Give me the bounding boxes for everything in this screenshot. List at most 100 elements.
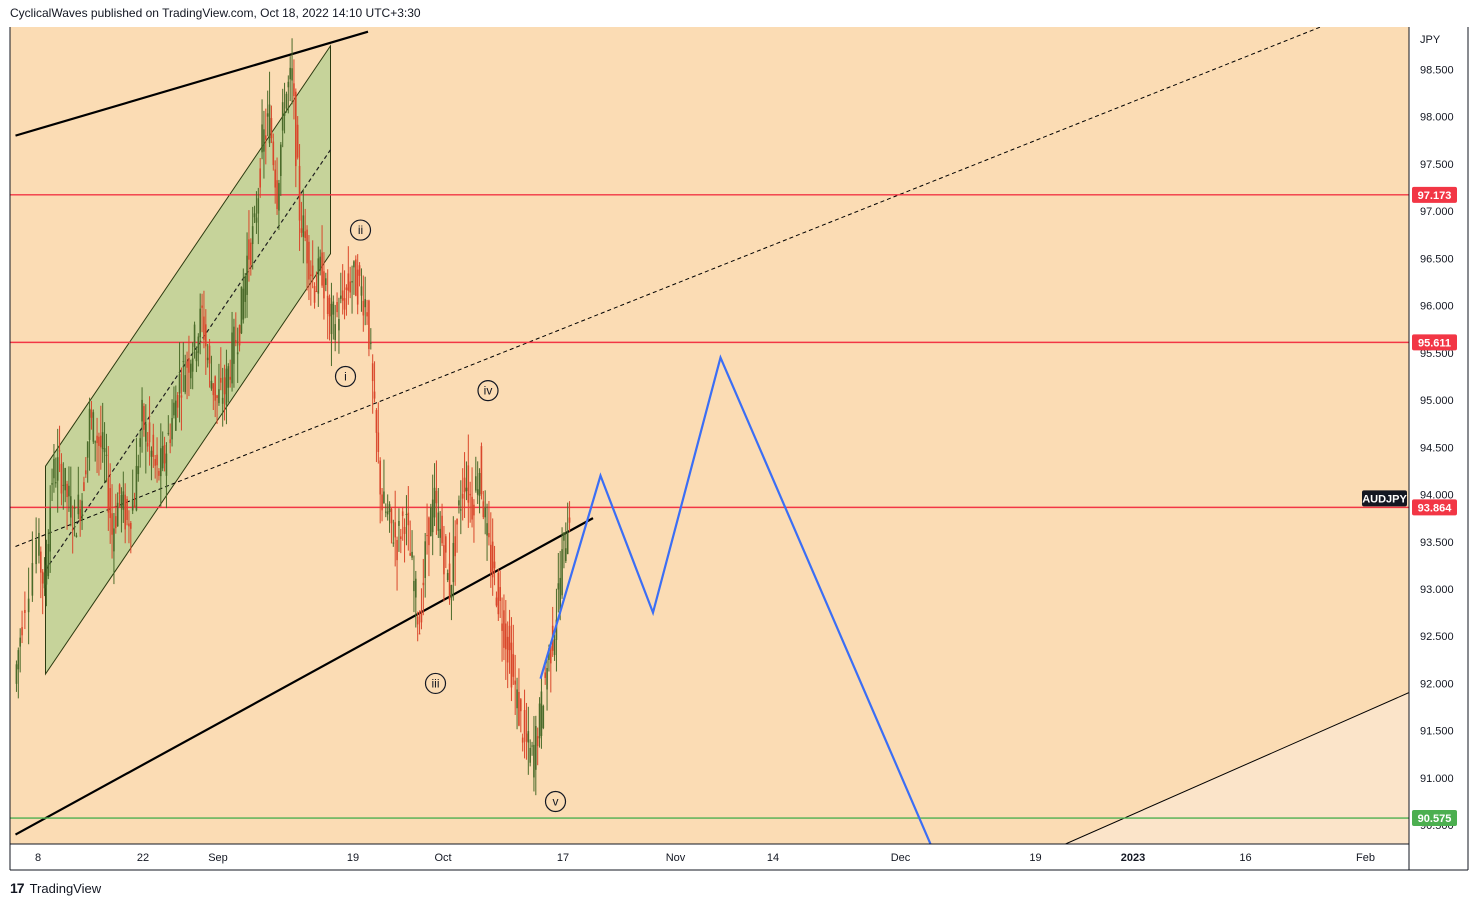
candle-body <box>430 507 432 536</box>
x-tick-label: 14 <box>767 852 779 864</box>
candle-body <box>415 579 417 598</box>
candle-body <box>445 536 447 552</box>
x-tick-label: Oct <box>434 852 451 864</box>
candle-body <box>258 198 260 213</box>
candle-body <box>535 726 537 770</box>
candle-body <box>177 395 179 408</box>
candle-body <box>91 410 93 418</box>
x-tick-label: 16 <box>1239 852 1251 864</box>
price-axis[interactable]: JPY98.50098.00097.50097.00096.50096.0009… <box>1420 34 1454 832</box>
candle-body <box>66 484 68 497</box>
candle-body <box>168 433 170 434</box>
y-tick-label: 91.000 <box>1420 773 1454 785</box>
candle-body <box>464 478 466 493</box>
y-tick-label: 92.000 <box>1420 678 1454 690</box>
candle-body <box>543 706 545 728</box>
candle-body <box>48 544 50 576</box>
y-tick-label: 97.000 <box>1420 206 1454 218</box>
candle-body <box>28 599 30 613</box>
candle-body <box>222 398 224 404</box>
candle-body <box>451 585 453 598</box>
candle-body <box>164 445 166 463</box>
candle-body <box>57 457 59 480</box>
candle-body <box>411 552 413 558</box>
candle-body <box>293 83 295 96</box>
candle-body <box>102 432 104 449</box>
candle-body <box>469 494 471 495</box>
y-tick-label: 91.500 <box>1420 726 1454 738</box>
candle-body <box>331 304 333 334</box>
x-tick-label: 2023 <box>1121 852 1145 864</box>
candle-body <box>70 496 72 517</box>
price-tag-93.864: 93.864 <box>1418 502 1453 514</box>
candle-body <box>145 424 147 442</box>
candle-body <box>346 287 348 289</box>
candle-body <box>541 692 543 736</box>
candle-body <box>492 542 494 578</box>
candle-body <box>505 623 507 649</box>
candle-body <box>363 301 365 316</box>
candle-body <box>24 610 26 613</box>
y-tick-label: 95.000 <box>1420 395 1454 407</box>
x-tick-label: Dec <box>891 852 911 864</box>
candle-body <box>344 298 346 310</box>
candle-body <box>351 281 353 282</box>
candle-body <box>203 317 205 340</box>
candle-body <box>488 533 490 537</box>
candle-body <box>246 256 248 295</box>
x-tick-label: 8 <box>35 852 41 864</box>
candle-body <box>314 286 316 303</box>
candle-body <box>169 439 171 443</box>
candle-body <box>319 257 321 271</box>
candle-body <box>40 552 42 573</box>
candle-body <box>18 650 20 669</box>
candle-body <box>308 242 310 280</box>
candle-body <box>218 389 220 403</box>
candle-body <box>321 252 323 285</box>
candle-body <box>383 491 385 503</box>
brand-label: TradingView <box>30 881 102 896</box>
candle-body <box>274 169 276 187</box>
candle-body <box>454 536 456 556</box>
candle-body <box>514 681 516 685</box>
candle-body <box>89 409 91 440</box>
candle-body <box>186 361 188 367</box>
candle-body <box>496 598 498 606</box>
candle-body <box>526 734 528 742</box>
candle-body <box>38 533 40 556</box>
candle-body <box>539 704 541 739</box>
candle-body <box>226 369 228 405</box>
candle-body <box>361 286 363 295</box>
candle-body <box>501 624 503 631</box>
tradingview-footer[interactable]: 17 TradingView <box>10 880 101 896</box>
candle-body <box>499 587 501 601</box>
candle-body <box>235 340 237 343</box>
candle-body <box>288 82 290 87</box>
wave-label-iii: iii <box>432 676 440 690</box>
candle-body <box>456 519 458 525</box>
candle-body <box>394 522 396 537</box>
candle-body <box>359 265 361 276</box>
candle-body <box>162 446 164 468</box>
candle-body <box>213 383 215 395</box>
candle-body <box>374 392 376 399</box>
y-tick-label: 98.000 <box>1420 112 1454 124</box>
candle-body <box>432 500 434 533</box>
candle-body <box>269 105 271 144</box>
candle-body <box>100 436 102 448</box>
candle-body <box>276 180 278 209</box>
candle-body <box>265 135 267 139</box>
candle-body <box>460 509 462 510</box>
x-tick-label: 17 <box>557 852 569 864</box>
candle-body <box>229 377 231 380</box>
wave-label-ii: ii <box>358 223 363 237</box>
candle-body <box>126 499 128 520</box>
candle-body <box>421 610 423 622</box>
candle-body <box>498 573 500 614</box>
candle-body <box>329 298 331 317</box>
candle-body <box>567 533 569 554</box>
candle-body <box>64 468 66 490</box>
